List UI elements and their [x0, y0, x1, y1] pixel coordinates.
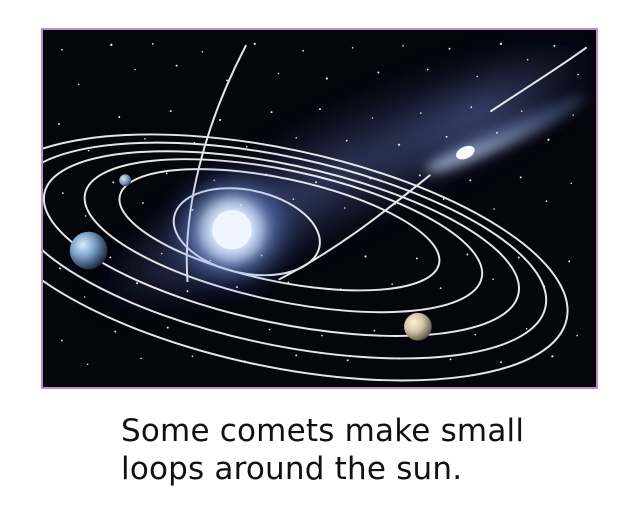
page-caption: Some comets make small loops around the …: [121, 412, 581, 488]
comet-icon: [426, 93, 588, 172]
planet-icon: [69, 174, 432, 341]
caption-line-2: loops around the sun.: [121, 451, 463, 487]
solar-system-illustration: [41, 28, 598, 389]
sun-icon: [154, 152, 310, 307]
caption-line-1: Some comets make small: [121, 413, 525, 449]
solar-system-graphic: [43, 30, 596, 387]
